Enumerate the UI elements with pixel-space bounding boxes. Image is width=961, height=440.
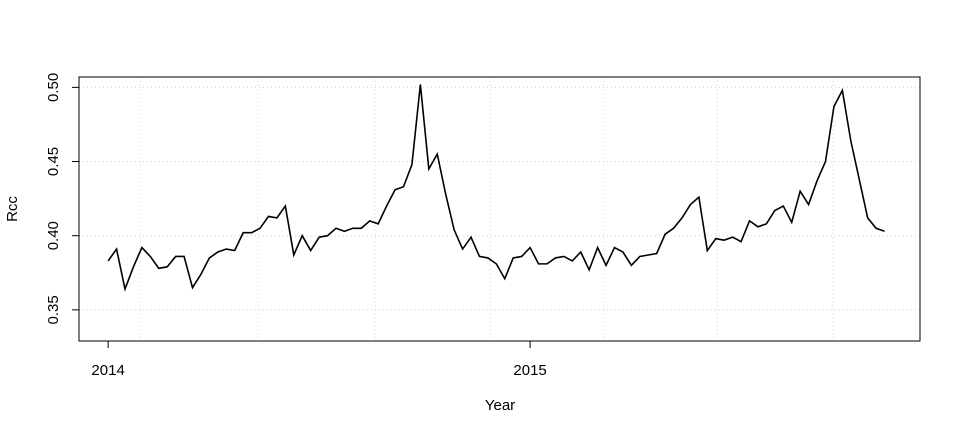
y-tick-label: 0.40 bbox=[45, 221, 62, 250]
data-line bbox=[107, 84, 885, 292]
x-tick-label: 2014 bbox=[91, 362, 124, 379]
y-tick-label: 0.45 bbox=[45, 147, 62, 176]
x-tick-label: 2015 bbox=[513, 362, 546, 379]
y-tick-label: 0.35 bbox=[45, 295, 62, 324]
plot-frame bbox=[78, 76, 921, 342]
y-axis-label: Rcc bbox=[4, 196, 21, 222]
y-tick-label: 0.50 bbox=[45, 73, 62, 102]
x-axis-label: Year bbox=[485, 397, 515, 414]
